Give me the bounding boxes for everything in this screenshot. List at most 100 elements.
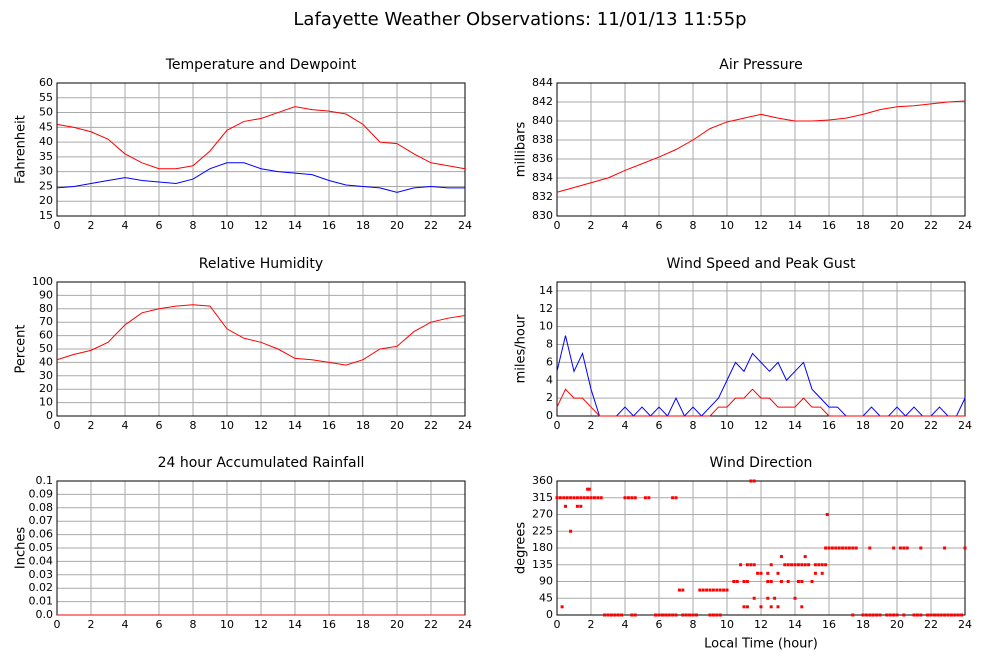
- direction-point: [694, 613, 698, 617]
- direction-point: [620, 613, 624, 617]
- y-tick-label: 0.01: [29, 595, 54, 608]
- direction-point: [932, 613, 936, 617]
- y-tick-label: 14: [539, 284, 553, 297]
- y-tick-label: 135: [532, 558, 553, 571]
- direction-point: [756, 571, 760, 575]
- x-tick-label: 12: [254, 419, 268, 432]
- y-tick-label: 80: [39, 302, 53, 315]
- series-line: [556, 100, 966, 193]
- x-tick-label: 16: [822, 618, 836, 631]
- x-tick-label: 2: [88, 219, 95, 232]
- direction-point: [790, 563, 794, 567]
- x-tick-label: 18: [856, 219, 870, 232]
- x-tick-label: 8: [190, 618, 197, 631]
- x-tick-label: 18: [356, 618, 370, 631]
- direction-point: [929, 613, 933, 617]
- direction-point: [562, 496, 566, 500]
- direction-point: [946, 613, 950, 617]
- x-tick-label: 4: [122, 419, 129, 432]
- x-tick-label: 10: [720, 219, 734, 232]
- x-tick-label: 6: [656, 618, 663, 631]
- direction-point: [943, 546, 947, 550]
- direction-point: [892, 613, 896, 617]
- direction-point: [807, 563, 811, 567]
- x-tick-label: 14: [788, 219, 802, 232]
- direction-point: [671, 613, 675, 617]
- y-tick-label: 0.04: [29, 554, 54, 567]
- series-line: [556, 335, 966, 417]
- y-tick-label: 30: [39, 165, 53, 178]
- page-title: Lafayette Weather Observations: 11/01/13…: [293, 9, 746, 30]
- direction-point: [691, 613, 695, 617]
- direction-point: [603, 613, 607, 617]
- x-tick-label: 10: [720, 618, 734, 631]
- direction-point: [779, 580, 783, 583]
- y-tick-label: 50: [39, 106, 53, 119]
- direction-point: [688, 613, 692, 617]
- y-axis-label: Percent: [14, 325, 29, 374]
- direction-point: [569, 496, 573, 500]
- direction-point: [681, 588, 685, 592]
- direction-point: [742, 605, 746, 609]
- y-tick-label: 50: [39, 342, 53, 355]
- direction-point: [564, 504, 567, 508]
- direction-point: [565, 496, 569, 500]
- x-tick-label: 18: [856, 618, 870, 631]
- chart-title: Air Pressure: [719, 57, 802, 73]
- direction-point: [875, 613, 879, 617]
- x-tick-label: 24: [958, 618, 972, 631]
- x-tick-label: 0: [54, 419, 61, 432]
- direction-point: [834, 546, 838, 550]
- direction-point: [596, 496, 600, 500]
- direction-point: [796, 580, 800, 583]
- direction-point: [793, 596, 797, 600]
- series-line: [56, 106, 466, 170]
- x-tick-label: 12: [754, 419, 768, 432]
- direction-point: [919, 613, 923, 617]
- direction-point: [705, 588, 709, 592]
- direction-point: [677, 588, 681, 592]
- direction-point: [803, 555, 807, 559]
- direction-point: [660, 613, 664, 617]
- y-axis-label: miles/hour: [514, 314, 529, 383]
- plot-frame: [556, 281, 966, 417]
- direction-point: [813, 563, 817, 567]
- direction-point: [586, 496, 590, 500]
- direction-point: [851, 546, 855, 550]
- y-tick-label: 25: [39, 179, 53, 192]
- direction-point: [800, 605, 804, 609]
- direction-point: [769, 563, 773, 567]
- y-tick-label: 90: [539, 575, 553, 588]
- plot-frame: [56, 281, 466, 417]
- direction-point: [745, 580, 749, 583]
- direction-point: [633, 613, 637, 617]
- direction-point: [769, 580, 773, 583]
- x-tick-label: 12: [254, 219, 268, 232]
- direction-point: [749, 479, 753, 483]
- y-tick-label: 10: [539, 320, 553, 333]
- direction-point: [779, 555, 783, 559]
- direction-point: [912, 613, 916, 617]
- direction-point: [830, 546, 834, 550]
- direction-point: [793, 563, 797, 567]
- x-tick-label: 20: [890, 618, 904, 631]
- x-tick-label: 18: [356, 419, 370, 432]
- x-tick-label: 12: [754, 219, 768, 232]
- direction-point: [820, 571, 824, 575]
- y-tick-label: 315: [532, 491, 553, 504]
- direction-point: [953, 613, 957, 617]
- x-tick-label: 22: [424, 618, 438, 631]
- x-tick-label: 12: [754, 618, 768, 631]
- direction-point: [722, 588, 726, 592]
- y-tick-label: 0.03: [29, 568, 54, 581]
- x-tick-label: 14: [788, 419, 802, 432]
- direction-point: [558, 496, 562, 500]
- x-tick-label: 16: [322, 419, 336, 432]
- direction-point: [671, 496, 675, 500]
- direction-point: [905, 546, 909, 550]
- chart-title: Temperature and Dewpoint: [165, 57, 357, 73]
- direction-point: [885, 613, 889, 617]
- direction-point: [960, 613, 964, 617]
- y-tick-label: 360: [532, 474, 553, 487]
- x-tick-label: 4: [622, 419, 629, 432]
